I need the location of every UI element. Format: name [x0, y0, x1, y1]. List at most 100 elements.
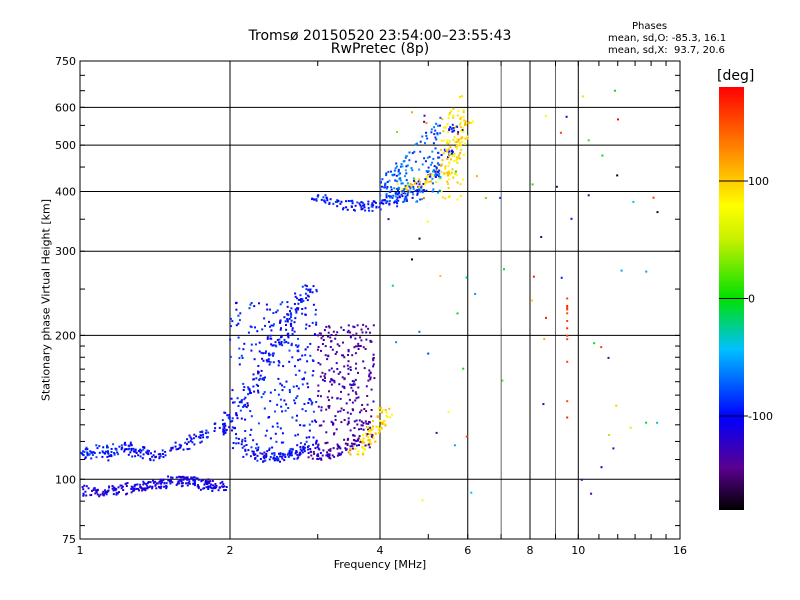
data-point — [461, 140, 464, 143]
data-point — [295, 310, 298, 313]
data-point — [321, 343, 324, 345]
data-point — [312, 303, 315, 306]
data-point — [337, 444, 339, 447]
data-point — [450, 110, 453, 113]
data-point — [271, 425, 274, 428]
data-point — [311, 291, 314, 294]
data-point — [397, 189, 399, 192]
data-point — [276, 459, 279, 462]
data-point — [265, 359, 268, 362]
data-point — [394, 192, 397, 195]
data-point — [459, 183, 462, 186]
data-point — [456, 312, 459, 315]
data-point — [453, 129, 456, 132]
data-point — [422, 189, 425, 191]
data-point — [281, 301, 284, 304]
data-point — [360, 201, 363, 204]
data-point — [330, 420, 333, 423]
data-point — [307, 402, 310, 404]
data-point — [311, 457, 314, 460]
data-point — [231, 417, 234, 420]
data-point — [182, 476, 185, 479]
data-point — [163, 485, 166, 488]
data-point — [297, 308, 299, 311]
data-point — [461, 136, 464, 139]
data-point — [159, 482, 162, 485]
data-point — [388, 179, 391, 182]
data-point — [296, 453, 299, 456]
data-point — [268, 416, 271, 418]
data-point — [364, 444, 367, 447]
data-point — [342, 329, 345, 331]
data-point — [202, 433, 204, 436]
x-tick-label: 10 — [571, 544, 585, 557]
data-point — [348, 398, 351, 401]
data-point — [277, 364, 280, 367]
data-point — [186, 438, 189, 441]
data-point — [191, 441, 194, 444]
data-point — [297, 302, 300, 305]
data-point — [545, 316, 547, 319]
data-point — [134, 455, 137, 458]
data-point — [360, 427, 363, 430]
data-point — [450, 171, 453, 174]
data-point — [368, 369, 371, 372]
data-point — [282, 365, 285, 368]
data-point — [268, 308, 271, 311]
data-point — [272, 457, 275, 460]
data-point — [232, 442, 235, 444]
data-point — [402, 160, 405, 163]
data-point — [452, 116, 454, 119]
data-point — [381, 409, 384, 411]
data-point — [322, 378, 324, 381]
data-point — [315, 288, 318, 291]
data-point — [385, 192, 388, 195]
data-point — [224, 411, 227, 414]
data-point — [349, 412, 352, 415]
data-point — [309, 354, 312, 357]
data-point — [290, 316, 292, 318]
data-point — [290, 313, 293, 316]
data-point — [86, 452, 89, 455]
data-point — [431, 182, 434, 185]
data-point — [424, 178, 427, 181]
data-point — [368, 373, 371, 376]
data-point — [165, 485, 168, 488]
data-point — [361, 439, 364, 442]
data-point — [416, 142, 418, 145]
data-point — [451, 154, 454, 157]
data-point — [453, 160, 455, 163]
data-point — [231, 420, 234, 422]
data-point — [368, 375, 371, 378]
data-point — [280, 341, 283, 343]
data-point — [384, 409, 387, 412]
data-point — [110, 448, 113, 450]
data-point — [349, 335, 352, 337]
data-point — [351, 200, 354, 203]
data-point — [288, 317, 291, 320]
data-point — [307, 386, 310, 389]
data-point — [149, 485, 152, 488]
data-point — [301, 378, 304, 381]
data-point — [324, 442, 327, 445]
data-point — [438, 172, 441, 175]
data-point — [222, 428, 225, 431]
data-point — [347, 417, 350, 420]
data-point — [342, 341, 344, 344]
data-point — [246, 402, 249, 405]
data-point — [354, 204, 357, 207]
data-point — [105, 493, 108, 496]
data-point — [279, 460, 281, 463]
data-point — [118, 491, 120, 494]
data-point — [116, 492, 119, 495]
data-point — [456, 144, 458, 147]
data-point — [317, 447, 320, 450]
data-point — [385, 200, 388, 203]
data-point — [185, 476, 188, 479]
data-point — [437, 175, 440, 178]
data-point — [413, 179, 415, 182]
data-point — [244, 418, 247, 421]
data-point — [336, 199, 339, 202]
data-point — [286, 453, 289, 456]
